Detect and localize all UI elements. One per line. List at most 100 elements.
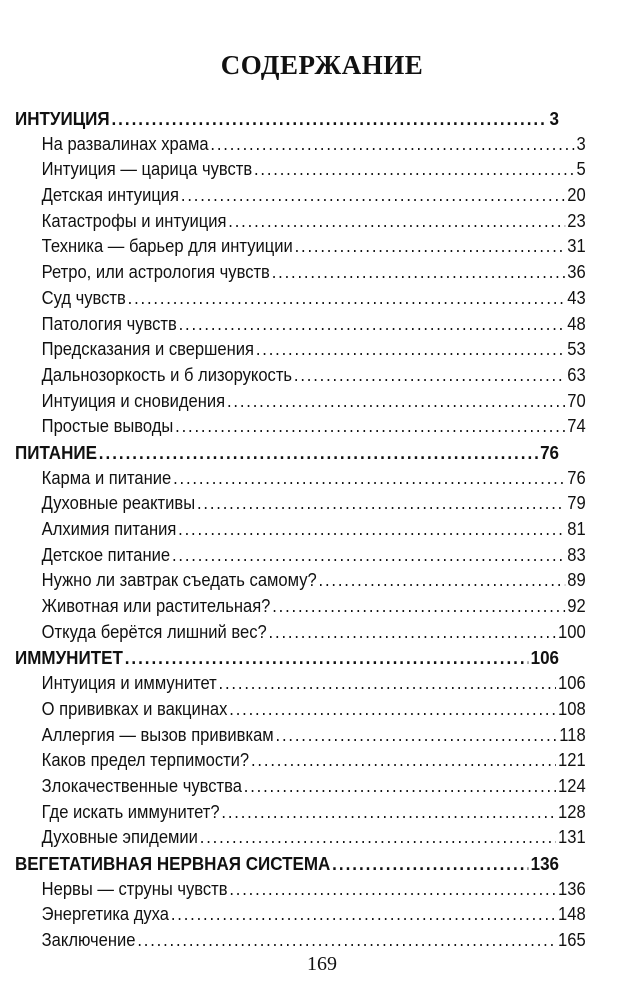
dot-leader (251, 748, 556, 774)
dot-leader (272, 594, 565, 620)
toc-entry[interactable]: На развалинах храма 3 (15, 132, 586, 158)
toc-entry-page: 106 (558, 673, 586, 694)
toc-entry[interactable]: Алхимия питания 81 (15, 517, 586, 543)
toc-entry[interactable]: Нужно ли завтрак съедать самому? 89 (15, 568, 586, 594)
toc-entry-title: Патология чувств (41, 313, 177, 334)
toc-entry-page: 106 (530, 647, 560, 669)
toc-entry[interactable]: Энергетика духа 148 (15, 902, 586, 928)
toc-entry-title: Простые выводы (41, 416, 174, 437)
toc-entry-title: Нужно ли завтрак съедать самому? (41, 570, 317, 591)
dot-leader (219, 671, 557, 697)
dot-leader (111, 106, 547, 132)
toc-entry-title: ПИТАНИЕ (15, 441, 97, 463)
toc-entry-title: Злокачественные чувства (41, 775, 242, 796)
toc-entry-title: Заключение (41, 930, 136, 950)
toc-entry-title: Детское питание (41, 544, 171, 565)
toc-entry-page: 5 (576, 159, 586, 180)
dot-leader (128, 286, 566, 312)
toc-entry-title: Где искать иммунитет? (41, 801, 220, 822)
dot-leader (294, 363, 566, 389)
toc-entry-page: 74 (567, 416, 586, 437)
toc-entry-title: ИНТУИЦИЯ (15, 108, 110, 129)
toc-entry-page: 3 (576, 133, 586, 154)
toc-section[interactable]: ИНТУИЦИЯ 3 (15, 106, 559, 132)
toc-entry[interactable]: Интуиция — царица чувств 5 (15, 157, 586, 183)
toc-entry[interactable]: Суд чувств 43 (15, 286, 586, 312)
dot-leader (197, 491, 565, 517)
toc-entry[interactable]: Каков предел терпимости? 121 (15, 748, 586, 774)
toc-entry-title: Карма и питание (41, 467, 172, 488)
toc-entry[interactable]: Патология чувств 48 (15, 312, 586, 338)
toc-section[interactable]: ПИТАНИЕ 76 (15, 440, 559, 466)
toc-entry-page: 76 (567, 467, 586, 488)
toc-entry-title: О прививках и вакцинах (41, 698, 228, 719)
toc-entry-page: 31 (567, 236, 586, 257)
toc-entry-page: 70 (567, 390, 586, 411)
toc-entry[interactable]: Духовные реактивы 79 (15, 491, 586, 517)
toc-entry-page: 83 (567, 544, 586, 565)
dot-leader (175, 414, 565, 440)
toc-entry[interactable]: Техника — барьер для интуиции 31 (15, 234, 586, 260)
toc-entry-title: Нервы — струны чувств (41, 878, 228, 899)
dot-leader (172, 543, 565, 569)
toc-entry[interactable]: О прививках и вакцинах 108 (15, 697, 586, 723)
toc-entry-page: 108 (558, 698, 586, 719)
toc-entry-title: Энергетика духа (41, 904, 169, 925)
toc-entry[interactable]: Злокачественные чувства 124 (15, 774, 586, 800)
toc-entry[interactable]: Катастрофы и интуиция 23 (15, 209, 586, 235)
dot-leader (272, 260, 566, 286)
toc-entry[interactable]: Детская интуиция 20 (15, 183, 586, 209)
toc-entry[interactable]: Откуда берётся лишний вес? 100 (15, 620, 586, 646)
table-of-contents: ИНТУИЦИЯ 3 На развалинах храма 3 Интуиция — … (15, 106, 586, 954)
toc-section[interactable]: ВЕГЕТАТИВНАЯ НЕРВНАЯ СИСТЕМА 136 (15, 851, 559, 877)
toc-entry-title: Животная или растительная? (41, 596, 271, 617)
toc-entry-title: Откуда берётся лишний вес? (41, 621, 267, 642)
toc-entry-page: 36 (567, 262, 586, 283)
toc-entry[interactable]: Ретро, или астрология чувств 36 (15, 260, 586, 286)
dot-leader (173, 466, 565, 492)
toc-entry[interactable]: Дальнозоркость и б лизорукость 63 (15, 363, 586, 389)
dot-leader (227, 389, 565, 415)
toc-entry-page: 128 (558, 801, 586, 822)
toc-entry-title: Духовные реактивы (41, 493, 196, 514)
dot-leader (332, 851, 529, 877)
toc-entry[interactable]: Заключение 165 (15, 928, 586, 954)
toc-entry-page: 63 (567, 364, 586, 385)
toc-entry-title: Интуиция и иммунитет (41, 673, 217, 694)
dot-leader (200, 825, 556, 851)
toc-entry-title: Интуиция и сновидения (41, 390, 226, 411)
toc-entry[interactable]: Аллергия — вызов прививкам 118 (15, 723, 586, 749)
dot-leader (295, 234, 566, 260)
toc-entry[interactable]: Духовные эпидемии 131 (15, 825, 586, 851)
dot-leader (99, 440, 538, 466)
dot-leader (179, 312, 566, 338)
dot-leader (228, 209, 565, 235)
toc-entry-title: Техника — барьер для интуиции (41, 236, 293, 257)
toc-entry-page: 89 (567, 570, 586, 591)
toc-entry-page: 79 (567, 493, 586, 514)
toc-entry-page: 76 (540, 441, 560, 463)
dot-leader (125, 645, 529, 671)
toc-entry[interactable]: Детское питание 83 (15, 543, 586, 569)
toc-entry-page: 92 (567, 596, 586, 617)
dot-leader (229, 877, 556, 903)
toc-entry[interactable]: Нервы — струны чувств 136 (15, 877, 586, 903)
toc-entry-title: Каков предел терпимости? (41, 750, 250, 771)
toc-entry[interactable]: Интуиция и иммунитет 106 (15, 671, 586, 697)
toc-entry[interactable]: Карма и питание 76 (15, 466, 586, 492)
toc-entry[interactable]: Где искать иммунитет? 128 (15, 800, 586, 826)
toc-entry-title: ИММУНИТЕТ (15, 647, 123, 669)
toc-entry[interactable]: Интуиция и сновидения 70 (15, 389, 586, 415)
dot-leader (210, 132, 574, 158)
toc-entry-title: Духовные эпидемии (41, 827, 198, 848)
dot-leader (254, 157, 575, 183)
toc-entry-page: 121 (558, 750, 586, 771)
dot-leader (269, 620, 557, 646)
toc-entry[interactable]: Простые выводы 74 (15, 414, 586, 440)
toc-entry-title: Дальнозоркость и б лизорукость (41, 364, 293, 385)
toc-entry-page: 100 (558, 621, 586, 642)
toc-entry-title: Ретро, или астрология чувств (41, 262, 270, 283)
toc-entry[interactable]: Животная или растительная? 92 (15, 594, 586, 620)
toc-entry[interactable]: Предсказания и свершения 53 (15, 337, 586, 363)
toc-section[interactable]: ИММУНИТЕТ 106 (15, 645, 559, 671)
